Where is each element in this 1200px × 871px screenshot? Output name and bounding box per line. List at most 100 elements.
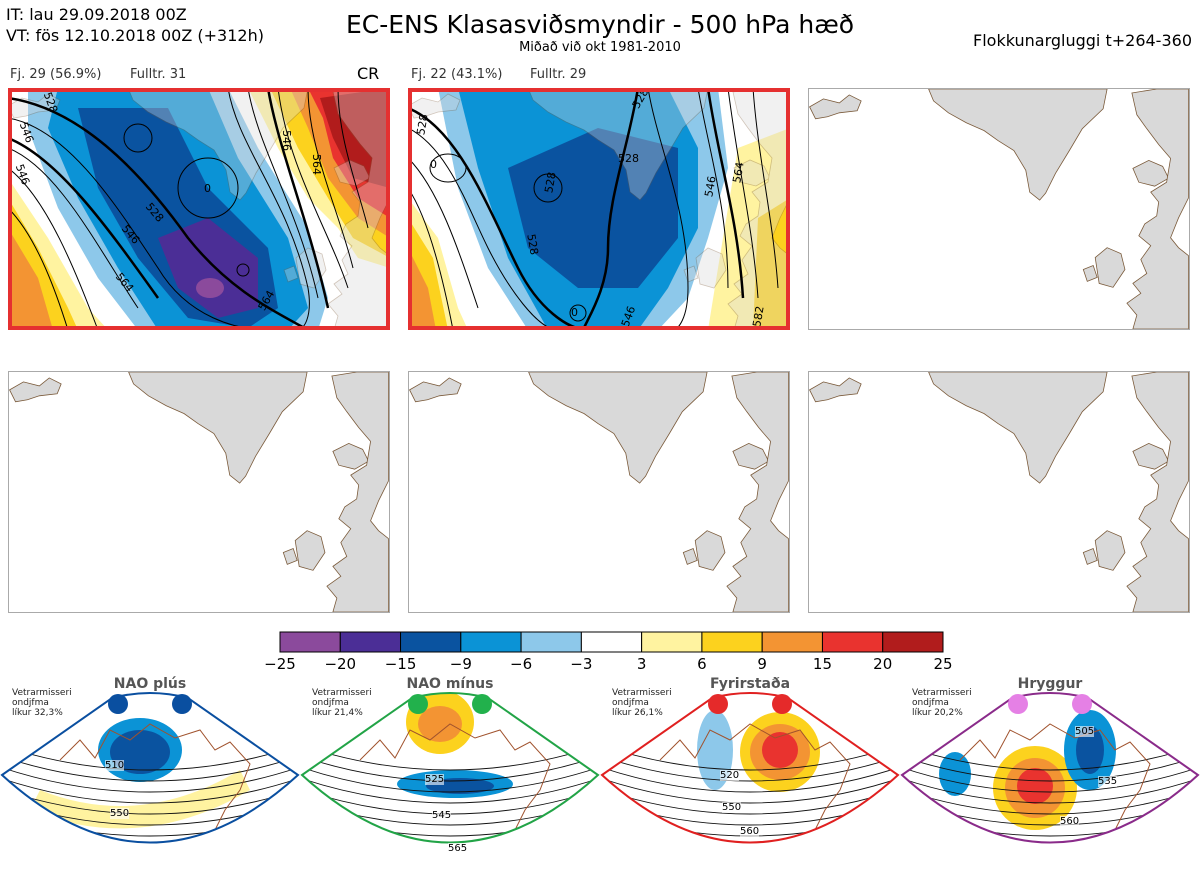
regime-probability-note: Vetrarmisseri ondjfma líkur 20,2%: [912, 688, 972, 718]
colorbar-tick-label: 20: [873, 655, 893, 673]
colorbar-tick-label: −9: [449, 655, 472, 673]
regime-note-line: Vetrarmisseri: [612, 688, 672, 698]
height-contour: [602, 766, 898, 793]
page-subtitle: Miðað við okt 1981-2010: [519, 40, 681, 55]
anomaly-area: [110, 730, 170, 774]
cluster-map-2[interactable]: 528 528 528 528 528 546 564 582 546 0 0: [408, 86, 790, 330]
height-contour: [302, 744, 598, 771]
regime-border: [300, 692, 600, 844]
height-contour: [0, 855, 300, 871]
colorbar-swatch: [821, 631, 884, 653]
height-contour: [300, 855, 600, 871]
height-contour: [900, 855, 1200, 871]
contour-label: 510: [105, 760, 125, 771]
regime-note-line: líkur 21,4%: [312, 708, 363, 718]
contour-label: 0: [204, 182, 211, 195]
height-contour: [902, 788, 1198, 815]
cluster-map-3[interactable]: [808, 88, 1190, 330]
height-contour: [2, 788, 298, 815]
regime-note-line: ondjfma: [12, 698, 49, 708]
anomaly-area: [418, 706, 462, 742]
panel-1-tag: CR: [357, 64, 380, 83]
coastline: [959, 723, 1151, 843]
height-contour: [302, 766, 598, 793]
panel-1-members: Fulltr. 31: [130, 67, 187, 82]
regime-panel[interactable]: NAO mínus Vetrarmisseri ondjfma líkur 21,4%…: [300, 676, 600, 871]
initial-time: IT: lau 29.09.2018 00Z: [6, 5, 187, 24]
height-contour: [602, 777, 898, 804]
anomaly-colorbar: [279, 631, 944, 653]
regime-title: NAO plús: [113, 676, 187, 692]
height-contour: [902, 755, 1198, 782]
height-contour: [2, 777, 298, 804]
colorbar-tick-label: 3: [636, 655, 647, 673]
regime-panel[interactable]: Hryggur Vetrarmisseri ondjfma líkur 20,2% 50…: [900, 676, 1200, 871]
regime-note-line: Vetrarmisseri: [312, 688, 372, 698]
contour-label: 550: [110, 808, 130, 819]
height-contour: [600, 844, 900, 869]
height-contour: [902, 766, 1198, 793]
colorbar-swatch: [520, 631, 582, 653]
cluster-map-6[interactable]: [808, 371, 1190, 613]
colorbar-tick-label: −25: [264, 655, 296, 673]
run-info: IT: lau 29.09.2018 00Z VT: fös 12.10.201…: [6, 4, 264, 46]
regime-marker-dot: [172, 694, 192, 714]
height-contour: [902, 744, 1198, 771]
regime-marker-dot: [1008, 694, 1028, 714]
regime-panel[interactable]: Fyrirstaða Vetrarmisseri ondjfma líkur 26,1…: [600, 676, 900, 871]
colorbar-swatch: [339, 631, 402, 653]
contour-label: 565: [448, 843, 468, 854]
contour-label: 560: [740, 826, 760, 837]
height-contour: [602, 744, 898, 771]
regime-note-line: ondjfma: [912, 698, 949, 708]
colorbar-tick-label: −3: [570, 655, 593, 673]
colorbar-tick-label: −20: [324, 655, 357, 673]
regime-border: [0, 692, 300, 844]
regime-map: [600, 692, 900, 871]
colorbar-swatch: [400, 631, 462, 653]
regime-map: [0, 692, 300, 871]
base-map-4: [9, 372, 389, 612]
regime-panel[interactable]: NAO plús Vetrarmisseri ondjfma líkur 32,3% 5…: [0, 676, 300, 871]
regime-marker-dot: [708, 694, 728, 714]
contour-label: 505: [1075, 726, 1095, 737]
height-contour: [600, 855, 900, 871]
regime-probability-note: Vetrarmisseri ondjfma líkur 26,1%: [612, 688, 672, 718]
height-contour: [902, 777, 1198, 804]
colorbar-tick-label: 15: [812, 655, 832, 673]
panel-2-members: Fulltr. 29: [530, 67, 587, 82]
height-contour: [602, 788, 898, 815]
classification-window: Flokkunargluggi t+264-360: [973, 31, 1192, 50]
anomaly-area: [1017, 768, 1053, 804]
anomaly-map-2: [408, 88, 790, 330]
regime-note-line: líkur 32,3%: [12, 708, 63, 718]
cluster-map-5[interactable]: [408, 371, 790, 613]
colorbar-swatch: [641, 631, 703, 653]
regime-note-line: líkur 26,1%: [612, 708, 663, 718]
cluster-map-1[interactable]: 528 546 546 528 546 564 546 564 564 0: [8, 88, 390, 330]
regime-title: NAO mínus: [406, 676, 494, 692]
cluster-map-4[interactable]: [8, 371, 390, 613]
regime-border: [900, 692, 1200, 844]
colorbar-swatch: [580, 631, 643, 653]
base-map-3: [809, 89, 1189, 329]
height-contour: [900, 844, 1200, 869]
contour-label: 528: [618, 152, 639, 165]
page-title: EC-ENS Klasasviðsmyndir - 500 hPa hæð: [345, 10, 855, 39]
regime-border: [600, 692, 900, 844]
anomaly-area: [939, 752, 971, 796]
regime-probability-note: Vetrarmisseri ondjfma líkur 32,3%: [12, 688, 72, 718]
regime-marker-dot: [772, 694, 792, 714]
regime-map: [900, 692, 1200, 871]
colorbar-swatch: [761, 631, 823, 653]
height-contour: [0, 844, 300, 869]
colorbar-tick-label: 6: [697, 655, 707, 673]
contour-label: 0: [571, 306, 578, 319]
regime-note-line: Vetrarmisseri: [12, 688, 72, 698]
anomaly-map-1: [8, 88, 390, 330]
coastline: [59, 723, 251, 843]
regime-note-line: líkur 20,2%: [912, 708, 963, 718]
valid-time: VT: fös 12.10.2018 00Z (+312h): [6, 26, 264, 45]
contour-label: 545: [432, 810, 452, 821]
contour-label: 535: [1098, 776, 1118, 787]
